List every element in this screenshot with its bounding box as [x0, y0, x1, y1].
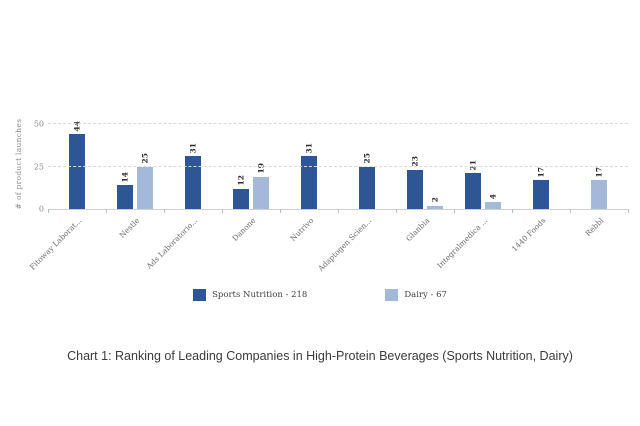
bar: 44 [69, 121, 85, 209]
x-axis-tick [454, 209, 455, 213]
bars-group: 17 [512, 124, 570, 209]
y-tick-label-50: 50 [33, 119, 44, 129]
x-axis-tick [570, 209, 571, 213]
bars-group: 25 [338, 124, 396, 209]
y-tick-label-25: 25 [33, 162, 44, 171]
bars-group: 21 4 [454, 124, 512, 209]
bar-value-label: 31 [304, 142, 314, 154]
x-axis-tick [628, 209, 629, 213]
y-axis-ticks: 0 25 50 [14, 120, 44, 214]
bar-value-label: 2 [430, 197, 440, 203]
category-9: 17 1440 Foods [510, 124, 570, 253]
bar: 14 [117, 172, 133, 209]
x-axis-label: 1440 Foods [509, 216, 548, 254]
gridline-50 [48, 123, 628, 124]
legend-label: Sports Nutrition - 218 [212, 290, 308, 300]
bar: 21 [465, 160, 481, 209]
legend-swatch [193, 289, 207, 301]
bars-group: 44 [48, 121, 106, 209]
category-8: 21 4 Integralmedica ... [435, 124, 512, 270]
bar: 2 [427, 197, 443, 209]
x-axis-label: Adaptogen Scien... [316, 216, 374, 274]
legend-entry: Dairy - 67 [385, 289, 447, 301]
bar-value-label: 25 [140, 153, 150, 164]
bar-chart: # of product launches 0 25 50 44 Fitoway La… [0, 119, 640, 301]
y-tick-label-0: 0 [38, 204, 44, 214]
x-axis-tick [512, 209, 513, 213]
bars-group: 12 19 [222, 124, 280, 209]
bar-value-label: 17 [594, 166, 604, 178]
category-cells: 44 Fitoway Laborat... 14 25 Nestle 31 Ads Labo… [28, 121, 628, 273]
bar: 25 [359, 153, 375, 209]
bar: 4 [485, 194, 501, 209]
x-axis-tick [338, 209, 339, 213]
bar-value-label: 17 [536, 166, 546, 178]
bar: 25 [137, 153, 153, 209]
bar: 17 [591, 167, 607, 209]
category-3: 31 Ads Laboratorio... [145, 124, 222, 271]
x-axis-tick [164, 209, 165, 213]
bar: 23 [407, 156, 423, 209]
bar-value-label: 14 [120, 171, 130, 183]
x-axis-label: Rebbl [583, 216, 606, 238]
x-axis-label: Danone [230, 216, 258, 243]
legend-label: Dairy - 67 [404, 290, 447, 300]
bar: 31 [185, 143, 201, 209]
x-axis-label: Ads Laboratorio... [144, 216, 200, 271]
bar: 19 [253, 163, 269, 209]
x-axis-tick [396, 209, 397, 213]
bar: 31 [301, 143, 317, 209]
x-axis-label: Nestle [117, 216, 142, 240]
category-6: 25 Adaptogen Scien... [316, 124, 396, 273]
bars-group: 23 2 [396, 124, 454, 209]
bar: 17 [533, 167, 549, 209]
bar-value-label: 31 [188, 142, 198, 154]
category-4: 12 19 Danone [222, 124, 280, 243]
category-2: 14 25 Nestle [106, 124, 164, 240]
bars-group: 17 [570, 124, 628, 209]
x-axis-label: Glanbia [404, 216, 432, 244]
x-axis-tick [106, 209, 107, 213]
legend: Sports Nutrition - 218 Dairy - 67 [0, 289, 640, 301]
category-5: 31 Nutrivo [280, 124, 338, 243]
x-axis-label: Integralmedica ... [435, 216, 490, 271]
bar-value-label: 12 [236, 175, 246, 186]
x-axis-tick [48, 209, 49, 213]
gridline-25 [48, 165, 628, 167]
bars-group: 31 [164, 124, 222, 209]
bars-group: 31 [280, 124, 338, 209]
category-7: 23 2 Glanbia [396, 124, 454, 243]
bar-value-label: 25 [362, 153, 372, 164]
x-axis-label: Nutrivo [288, 216, 316, 243]
chart-caption: Chart 1: Ranking of Leading Companies in… [67, 349, 573, 363]
x-axis-label: Fitoway Laborat... [27, 216, 84, 272]
legend-entry: Sports Nutrition - 218 [193, 289, 307, 301]
legend-swatch [385, 289, 399, 301]
plot-area: 44 Fitoway Laborat... 14 25 Nestle 31 Ads Labo… [28, 121, 629, 273]
bar: 12 [233, 175, 249, 209]
bar-value-label: 4 [488, 193, 498, 200]
bars-group: 14 25 [106, 124, 164, 209]
x-axis-tick [222, 209, 223, 213]
category-1: 44 Fitoway Laborat... [28, 121, 106, 272]
x-axis-tick [280, 209, 281, 213]
category-10: 17 Rebbl [570, 124, 628, 238]
